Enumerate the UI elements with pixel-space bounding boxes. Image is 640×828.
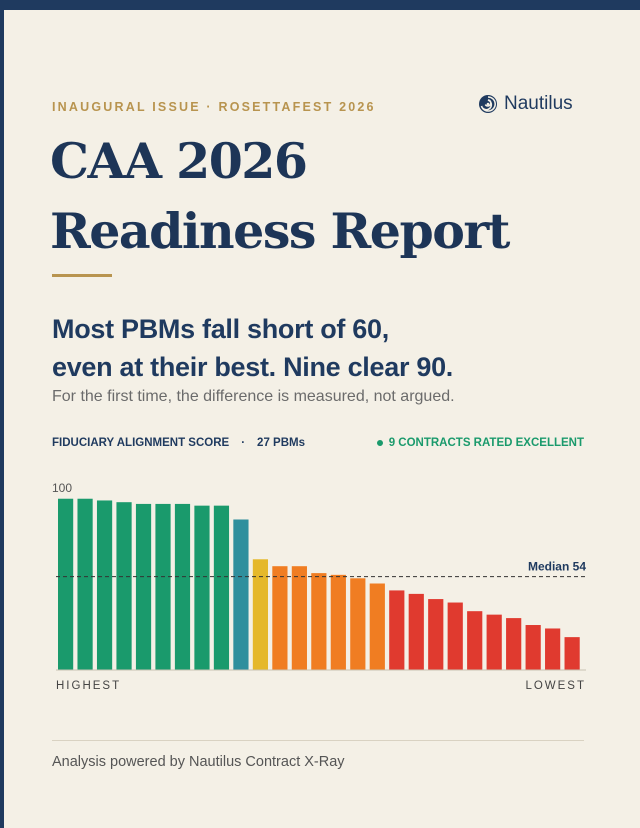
title-line-2: Readiness Report — [50, 202, 510, 260]
issue-kicker: INAUGURAL ISSUE · ROSETTAFEST 2026 — [52, 100, 376, 114]
bar-4 — [116, 502, 132, 670]
excellent-note: 9 CONTRACTS RATED EXCELLENT — [376, 437, 584, 449]
headline-line-2: even at their best. Nine clear 90. — [52, 352, 453, 382]
brand-logo[interactable]: Nautilus — [478, 93, 573, 115]
bar-13 — [291, 566, 307, 670]
bar-12 — [272, 566, 288, 670]
bar-10 — [233, 519, 249, 670]
title-line-1: CAA 2026 — [50, 132, 308, 190]
bar-3 — [96, 500, 113, 670]
bar-17 — [369, 583, 385, 670]
bar-26 — [545, 628, 561, 670]
bar-7 — [174, 503, 191, 670]
bar-14 — [311, 573, 327, 670]
bar-11 — [252, 559, 269, 670]
footer-divider — [52, 740, 584, 741]
bar-5 — [135, 503, 152, 670]
bar-24 — [506, 618, 522, 670]
headline-line-1: Most PBMs fall short of 60, — [52, 314, 389, 344]
brand-name: Nautilus — [504, 93, 573, 114]
title-divider — [52, 274, 112, 277]
bar-20 — [428, 599, 444, 670]
bar-19 — [408, 593, 424, 670]
excellent-label: 9 CONTRACTS RATED EXCELLENT — [388, 437, 584, 449]
bar-22 — [467, 611, 483, 670]
bar-21 — [447, 602, 463, 670]
bar-23 — [486, 614, 502, 670]
excellent-dot-icon — [376, 440, 383, 446]
subheadline: For the first time, the difference is me… — [52, 388, 455, 405]
score-bar-chart: 100 Median 54 HIGHEST LOWEST — [52, 481, 586, 692]
bar-6 — [155, 503, 171, 670]
nautilus-shell-icon — [478, 94, 498, 114]
x-label-lowest: LOWEST — [525, 680, 586, 692]
headline: Most PBMs fall short of 60, even at thei… — [52, 310, 612, 386]
bar-16 — [350, 578, 366, 670]
y-tick-label-max: 100 — [52, 481, 72, 495]
bar-1 — [58, 498, 74, 670]
bar-9 — [213, 505, 230, 670]
bar-25 — [525, 625, 541, 670]
metric-label: FIDUCIARY ALIGNMENT SCORE — [52, 437, 230, 449]
meta-separator: · — [241, 437, 246, 449]
chart-meta-row: FIDUCIARY ALIGNMENT SCORE · 27 PBMs 9 CO… — [52, 437, 584, 449]
bar-8 — [194, 505, 210, 670]
footer-credit: Analysis powered by Nautilus Contract X-… — [52, 754, 345, 770]
bar-18 — [389, 590, 405, 670]
report-page — [4, 10, 640, 828]
median-label: Median 54 — [528, 560, 586, 574]
bar-2 — [77, 498, 93, 670]
report-title: CAA 2026 Readiness Report — [50, 126, 610, 266]
pbm-count: 27 PBMs — [257, 437, 305, 449]
bar-27 — [564, 637, 580, 670]
bar-15 — [330, 574, 346, 670]
x-label-highest: HIGHEST — [56, 680, 121, 692]
